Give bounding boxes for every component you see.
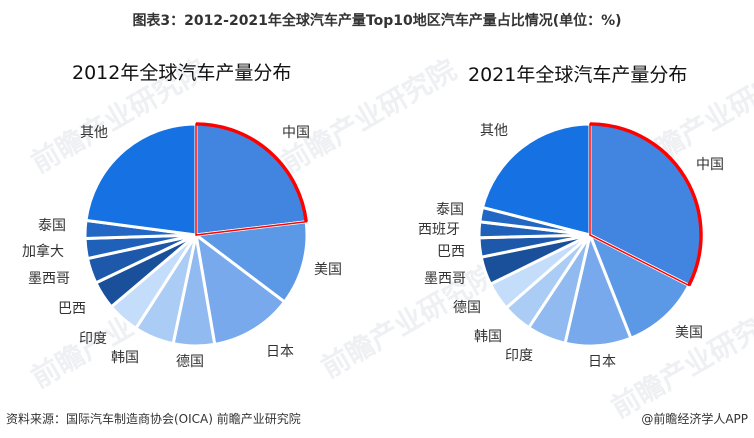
- highlight-arc: [195, 122, 308, 222]
- pie-2012: [83, 122, 309, 348]
- slice-label: 其他: [80, 125, 108, 141]
- slice-label: 韩国: [474, 329, 502, 345]
- slice-label: 美国: [675, 325, 703, 341]
- slice-label: 泰国: [38, 218, 66, 234]
- slice-label: 中国: [282, 125, 310, 141]
- source-note: 资料来源：国际汽车制造商协会(OICA) 前瞻产业研究院: [6, 412, 301, 426]
- slice-label: 巴西: [437, 244, 465, 260]
- slice-label: 印度: [505, 348, 533, 364]
- slice-label: 其他: [480, 123, 508, 139]
- slice-label: 日本: [266, 344, 294, 360]
- pie-slice-美国: [587, 231, 691, 341]
- slice-label: 西班牙: [418, 222, 460, 238]
- highlight-arc: [589, 122, 703, 287]
- slice-label: 美国: [314, 262, 342, 278]
- app-credit: @前瞻经济学人APP: [641, 412, 748, 426]
- slice-label: 德国: [176, 354, 204, 370]
- chart-title: 图表3：2012-2021年全球汽车产量Top10地区汽车产量占比情况(单位：%…: [132, 13, 622, 29]
- pie-2021: [477, 122, 703, 348]
- slice-label: 中国: [696, 157, 724, 173]
- pie-2012-title: 2012年全球汽车产量分布: [72, 62, 292, 84]
- slice-label: 加拿大: [22, 244, 64, 260]
- pie-slice-其他: [480, 122, 592, 237]
- slice-label: 墨西哥: [28, 271, 70, 287]
- pie-slice-美国: [192, 220, 309, 305]
- pie-slice-日本: [193, 231, 287, 347]
- slice-label: 泰国: [436, 202, 464, 218]
- slice-label: 日本: [588, 354, 616, 370]
- slice-label: 墨西哥: [424, 271, 466, 287]
- pie-slice-其他: [84, 122, 198, 237]
- slice-label: 印度: [79, 331, 107, 347]
- slice-label: 韩国: [111, 350, 139, 366]
- slice-label: 德国: [453, 300, 481, 316]
- pie-2021-title: 2021年全球汽车产量分布: [468, 64, 688, 86]
- slice-label: 巴西: [58, 301, 86, 317]
